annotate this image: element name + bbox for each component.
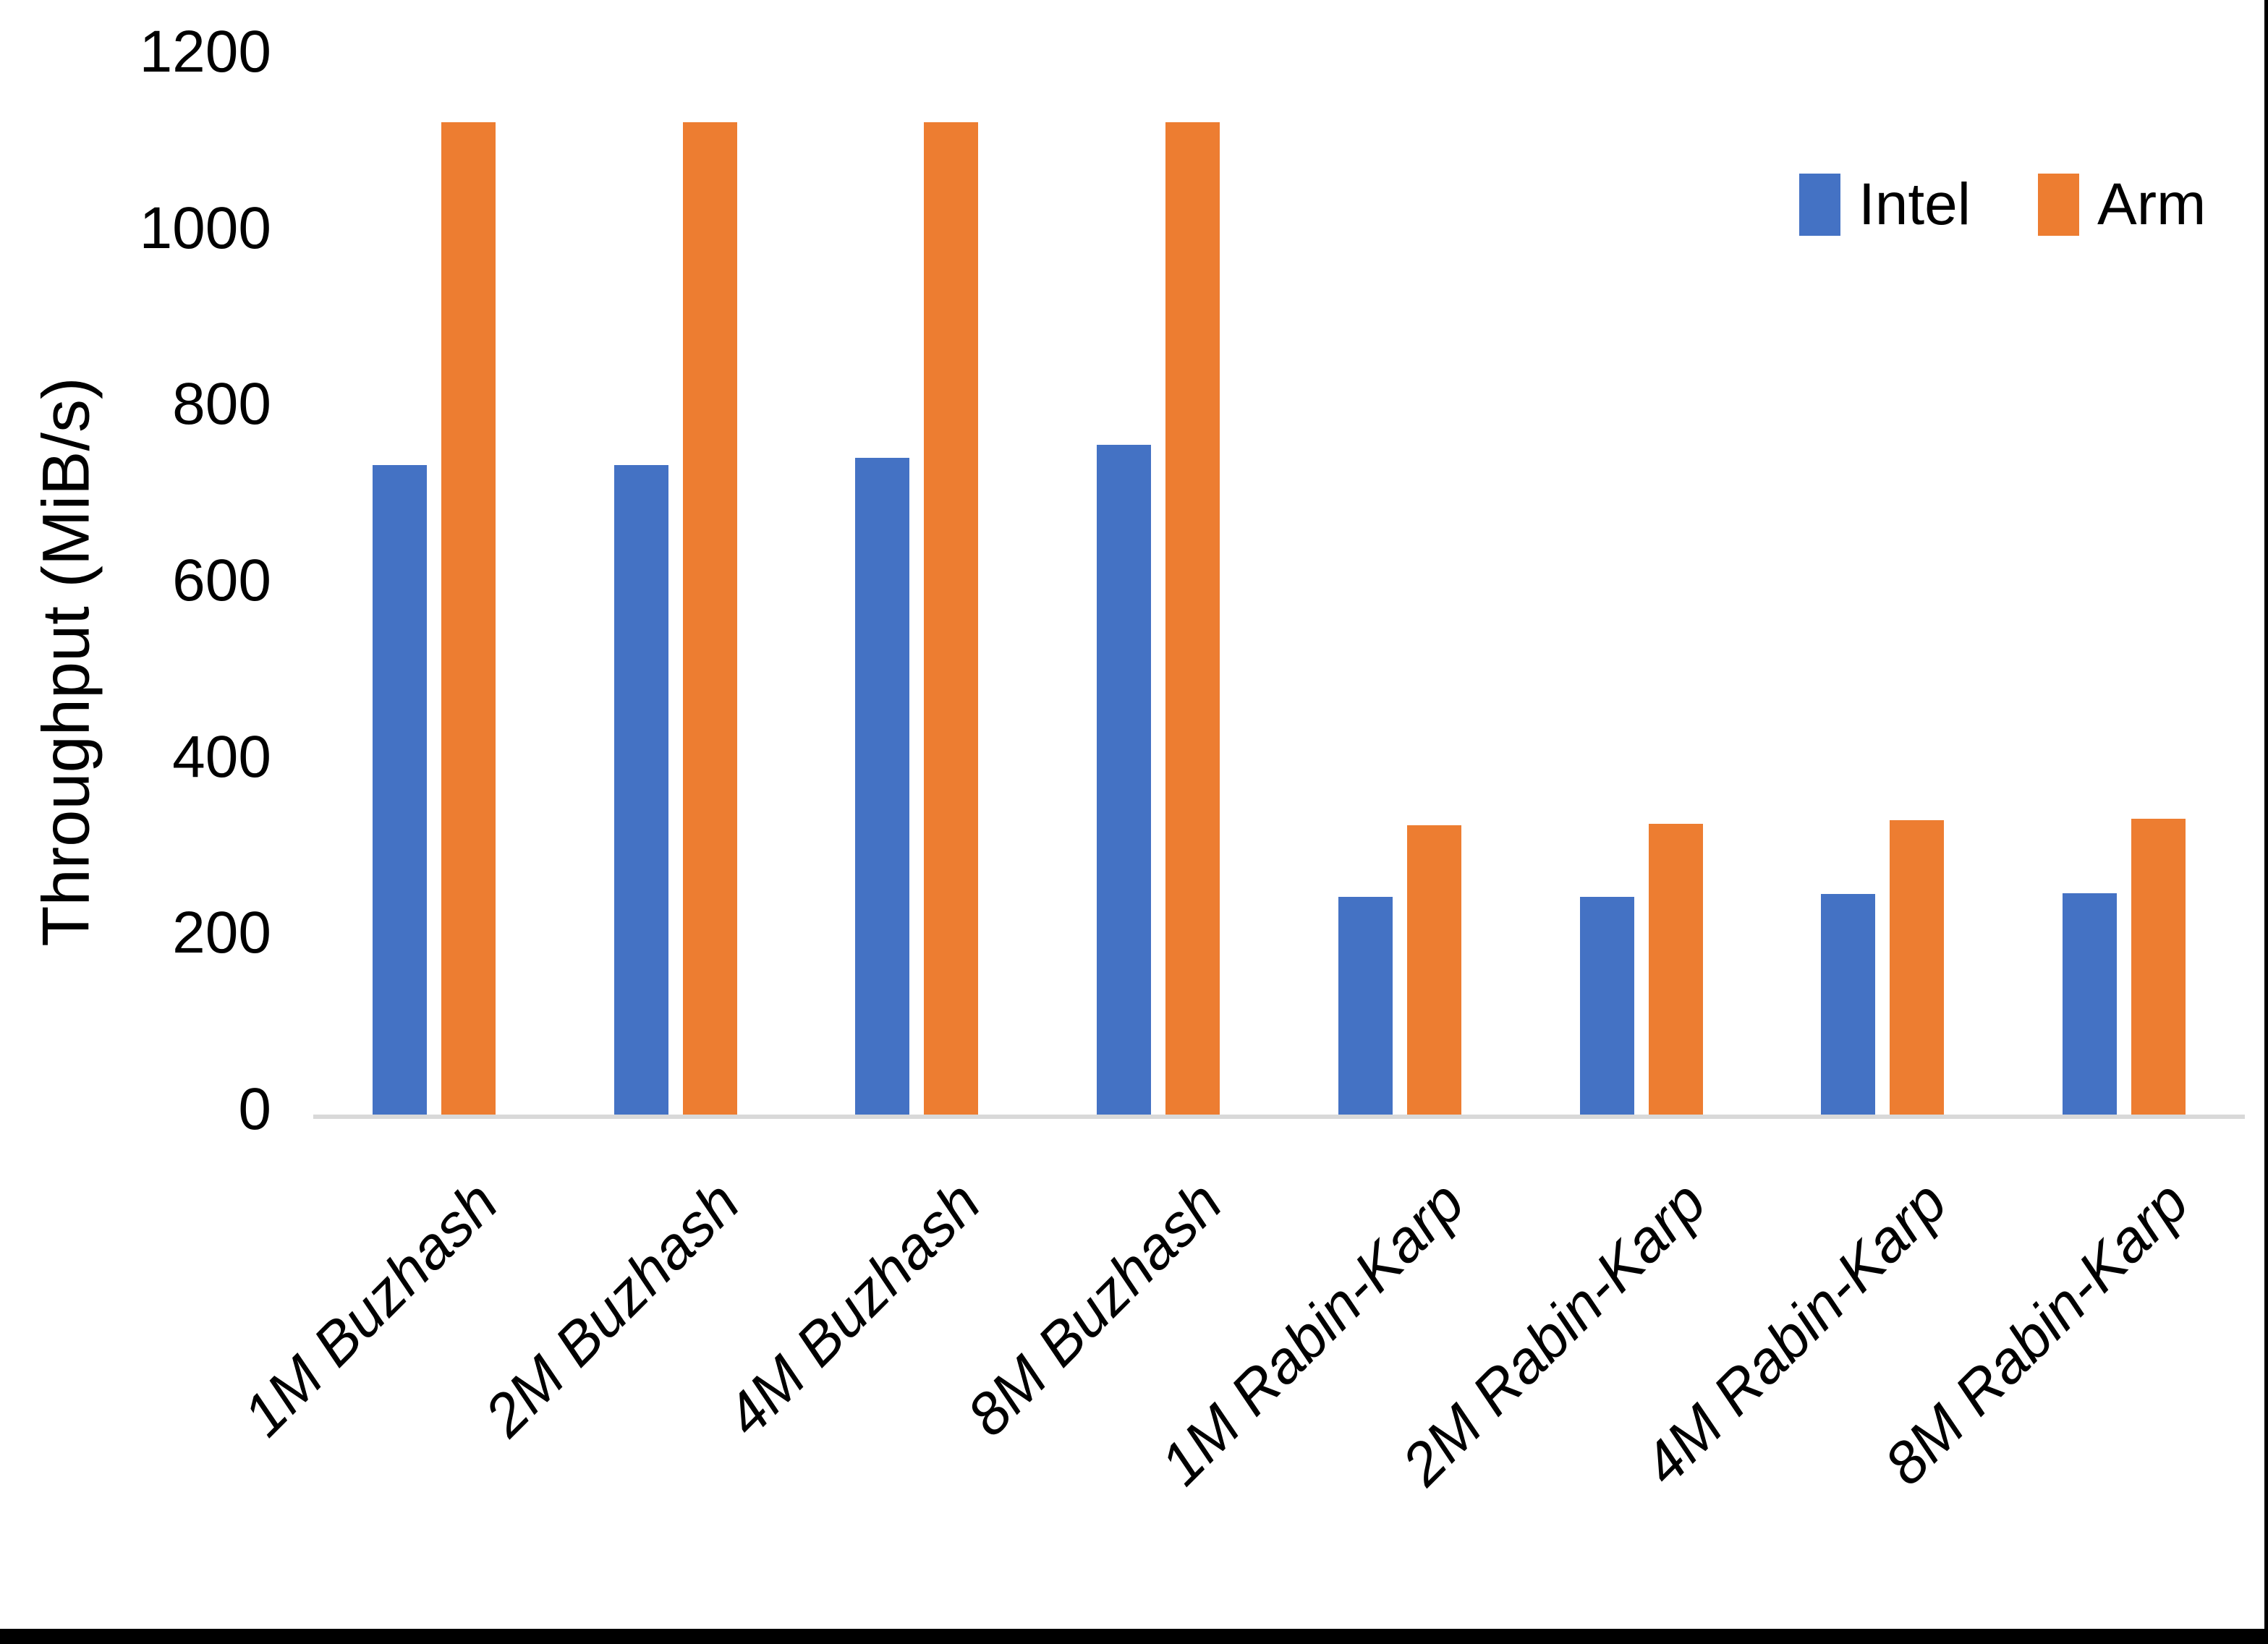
bar-arm-4m-rabin-karp — [1890, 820, 1944, 1115]
bottom-border — [0, 1629, 2268, 1644]
y-tick-label-600: 600 — [172, 548, 271, 613]
bar-intel-8m-rabin-karp — [2063, 893, 2117, 1115]
bar-intel-4m-buzhash — [855, 458, 909, 1115]
x-label-4m-buzhash: 4M Buzhash — [713, 1169, 993, 1449]
x-label-1m-buzhash: 1M Buzhash — [231, 1169, 511, 1449]
y-axis-title: Throughput (MiB/s) — [29, 377, 103, 947]
legend-label-intel: Intel — [1859, 171, 1971, 237]
x-axis-line — [313, 1115, 2245, 1119]
bar-arm-1m-buzhash — [441, 122, 496, 1115]
bar-arm-2m-rabin-karp — [1649, 824, 1703, 1115]
bar-intel-1m-buzhash — [373, 465, 427, 1115]
y-tick-label-200: 200 — [172, 900, 271, 966]
y-tick-label-1200: 1200 — [139, 19, 271, 85]
y-tick-label-0: 0 — [238, 1076, 271, 1142]
bar-arm-4m-buzhash — [924, 122, 978, 1115]
legend-label-arm: Arm — [2097, 171, 2207, 237]
legend-item-intel: Intel — [1799, 174, 1971, 236]
y-tick-label-400: 400 — [172, 723, 271, 790]
legend-swatch-intel — [1799, 174, 1840, 236]
bar-intel-2m-rabin-karp — [1580, 897, 1634, 1115]
bar-arm-8m-rabin-karp — [2131, 819, 2186, 1115]
bar-arm-8m-buzhash — [1165, 122, 1220, 1115]
y-tick-label-1000: 1000 — [139, 195, 271, 261]
x-label-8m-buzhash: 8M Buzhash — [955, 1169, 1235, 1449]
x-label-2m-buzhash: 2M Buzhash — [472, 1169, 752, 1449]
right-border — [2264, 0, 2268, 1644]
bar-intel-2m-buzhash — [614, 465, 668, 1115]
bar-intel-1m-rabin-karp — [1338, 897, 1393, 1115]
legend-swatch-arm — [2038, 174, 2079, 236]
bar-arm-1m-rabin-karp — [1407, 825, 1461, 1115]
bar-intel-8m-buzhash — [1097, 445, 1151, 1115]
bar-arm-2m-buzhash — [683, 122, 737, 1115]
legend-item-arm: Arm — [2038, 174, 2206, 236]
bar-intel-4m-rabin-karp — [1821, 894, 1875, 1115]
y-tick-label-800: 800 — [172, 371, 271, 438]
legend: Intel Arm — [1799, 174, 2206, 236]
